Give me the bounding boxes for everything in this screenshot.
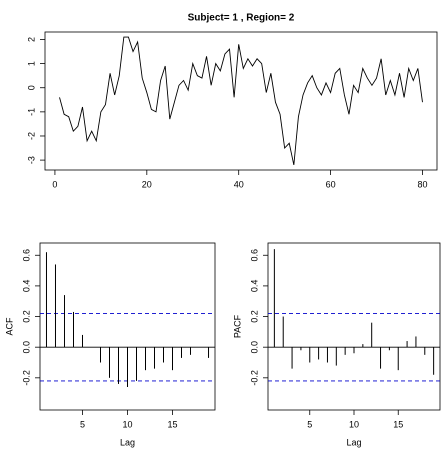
y-tick-label: -0.2	[249, 370, 259, 386]
x-tick-label: 10	[349, 419, 359, 429]
y-tick-label: 1	[26, 61, 36, 66]
plot-frame	[44, 31, 438, 171]
y-tick-label: 0	[26, 85, 36, 90]
y-tick-label: 0.0	[21, 341, 31, 354]
x-tick-label: 60	[326, 179, 336, 189]
x-tick-label: 20	[142, 179, 152, 189]
y-tick-label: 0.4	[249, 280, 259, 293]
x-tick-label: 5	[80, 419, 85, 429]
series-line	[59, 36, 423, 166]
y-tick-label: -1	[26, 108, 36, 116]
x-tick-label: 15	[168, 419, 178, 429]
y-tick-label: 0.6	[21, 249, 31, 262]
y-tick-label: 0.6	[249, 249, 259, 262]
y-axis-label: PACF	[232, 314, 242, 338]
y-tick-label: 0.2	[249, 310, 259, 323]
x-axis-label: Lag	[120, 437, 135, 447]
x-tick-label: 10	[122, 419, 132, 429]
x-tick-label: 0	[52, 179, 57, 189]
y-tick-label: 0.0	[249, 341, 259, 354]
y-tick-label: 0.4	[21, 280, 31, 293]
y-tick-label: 2	[26, 37, 36, 42]
y-tick-label: 0.2	[21, 310, 31, 323]
x-tick-label: 5	[307, 419, 312, 429]
x-tick-label: 40	[234, 179, 244, 189]
y-tick-label: -3	[26, 156, 36, 164]
chart-title: Subject= 1 , Region= 2	[188, 13, 295, 24]
y-axis-label: ACF	[4, 317, 14, 336]
y-tick-label: -2	[26, 132, 36, 140]
x-tick-label: 15	[393, 419, 403, 429]
y-tick-label: -0.2	[21, 370, 31, 386]
x-tick-label: 80	[417, 179, 427, 189]
x-axis-label: Lag	[346, 437, 361, 447]
